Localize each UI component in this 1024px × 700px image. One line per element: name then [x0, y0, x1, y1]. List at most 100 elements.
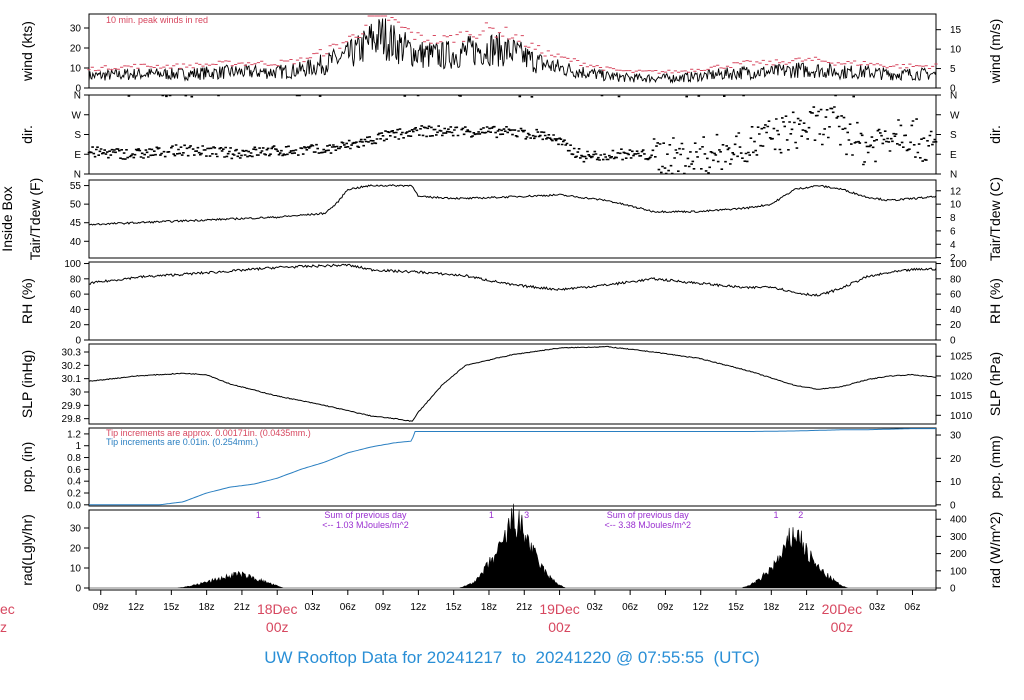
ytick-right-label-1: W [950, 110, 960, 121]
panel-frame-6 [88, 509, 937, 591]
xtick-hour-label: 03z [869, 602, 885, 613]
ytick-right-label-4: 1010 [950, 411, 973, 422]
ytick-left-label-1: E [74, 150, 81, 161]
ytick-left-label-5: 1 [75, 441, 81, 452]
ytick-left-label-3: 40 [70, 305, 82, 316]
ytick-left-label-3: 0 [75, 336, 81, 347]
xtick-hour-label: 12z [410, 602, 426, 613]
xtick-hour-label: 06z [622, 602, 638, 613]
day-hour-label-0: 00z [266, 619, 289, 635]
footer-title-part-3: 20241220 @ 07:55:55 [535, 648, 705, 667]
ytick-right-label-4: 1020 [950, 371, 973, 382]
xtick-hour-label: 12z [693, 602, 709, 613]
panel-frame-5 [88, 427, 937, 507]
radiation-note-6: <-- 3.38 MJoules/m^2 [605, 520, 692, 530]
day-hour-label-1: 00z [548, 619, 571, 635]
precip-note-approx: Tip increments are approx. 0.00171in. (0… [106, 428, 311, 438]
ytick-right-label-2: 2 [950, 253, 956, 264]
footer-title-part-1: UW Rooftop Data for 20241217 [264, 648, 503, 667]
ytick-right-label-1: S [950, 130, 957, 141]
ytick-left-label-0: 20 [70, 44, 82, 55]
radiation-note-7: 1 [774, 510, 779, 520]
ytick-right-label-0: 0 [950, 84, 956, 95]
ytick-right-label-6: 300 [950, 532, 967, 543]
ytick-right-label-3: 100 [950, 259, 967, 270]
ylabel-right-3: RH (%) [987, 278, 1003, 324]
ytick-left-label-2: 45 [70, 218, 82, 229]
relative-humidity-line [88, 263, 937, 297]
xtick-hour-label: 03z [587, 602, 603, 613]
ytick-right-label-1: N [950, 170, 957, 181]
xtick-hour-label: 21z [516, 602, 532, 613]
ytick-left-label-1: S [74, 130, 81, 141]
ylabel-left-sub-2: Inside Box [0, 186, 15, 251]
ytick-left-label-6: 20 [70, 544, 82, 555]
ytick-right-label-4: 1015 [950, 391, 973, 402]
day-label-0: 18Dec [257, 601, 297, 617]
footer-title: UW Rooftop Data for 20241217 to 20241220… [0, 648, 1024, 668]
xtick-hour-label: 18z [199, 602, 215, 613]
ytick-left-label-3: 60 [70, 290, 82, 301]
ytick-left-label-5: 0.6 [67, 465, 81, 476]
radiation-note-3: 1 [489, 510, 494, 520]
panel-frame-0 [88, 13, 937, 89]
day-label-clipped: ec [0, 601, 15, 617]
ytick-right-label-2: 6 [950, 226, 956, 237]
ytick-right-label-6: 200 [950, 549, 967, 560]
ytick-left-label-0: 0 [75, 84, 81, 95]
ytick-right-label-3: 40 [950, 305, 962, 316]
xtick-hour-label: 12z [128, 602, 144, 613]
ylabel-left-5: pcp. (in) [19, 442, 35, 493]
ytick-left-label-5: 0.2 [67, 489, 81, 500]
ytick-left-label-2: 55 [70, 181, 82, 192]
ytick-right-label-1: N [950, 91, 957, 102]
ytick-right-label-2: 8 [950, 213, 956, 224]
xtick-hour-label: 09z [375, 602, 391, 613]
ytick-left-label-0: 30 [70, 24, 82, 35]
ylabel-right-0: wind (m/s) [987, 19, 1003, 85]
ytick-left-label-3: 100 [64, 259, 81, 270]
radiation-note-4: 3 [524, 510, 529, 520]
wind-peak-marks [87, 15, 938, 74]
xtick-hour-label: 09z [93, 602, 109, 613]
ytick-left-label-4: 30.3 [62, 348, 82, 359]
precip-note-tip: Tip increments are 0.01in. (0.254mm.) [106, 437, 258, 447]
ytick-right-label-5: 10 [950, 477, 962, 488]
ylabel-left-3: RH (%) [19, 278, 35, 324]
ylabel-left-2: Tair/Tdew (F) [27, 178, 43, 260]
ylabel-left-0: wind (kts) [19, 21, 35, 82]
radiation-note-2: <-- 1.03 MJoules/m^2 [322, 520, 409, 530]
ylabel-right-6: rad (W/m^2) [987, 512, 1003, 589]
ytick-right-label-1: E [950, 150, 957, 161]
panel-frame-4 [88, 343, 937, 425]
xtick-hour-label: 15z [728, 602, 744, 613]
xtick-hour-label: 21z [234, 602, 250, 613]
ytick-right-label-3: 80 [950, 274, 962, 285]
ytick-right-label-0: 10 [950, 45, 962, 56]
ytick-right-label-6: 100 [950, 566, 967, 577]
ytick-left-label-2: 50 [70, 200, 82, 211]
sea-level-pressure-line [88, 345, 936, 422]
radiation-note-1: Sum of previous day [324, 510, 407, 520]
ytick-left-label-0: 10 [70, 64, 82, 75]
ytick-left-label-4: 30.1 [62, 374, 82, 385]
day-label-1: 19Dec [539, 601, 579, 617]
xtick-hour-label: 21z [799, 602, 815, 613]
ylabel-left-1: dir. [19, 125, 35, 144]
ytick-left-label-5: 1.2 [67, 429, 81, 440]
ytick-left-label-6: 30 [70, 524, 82, 535]
ytick-right-label-3: 60 [950, 290, 962, 301]
ytick-right-label-5: 0 [950, 500, 956, 511]
ytick-left-label-4: 29.9 [62, 401, 82, 412]
ytick-right-label-5: 30 [950, 431, 962, 442]
xtick-hour-label: 09z [657, 602, 673, 613]
ytick-right-label-2: 12 [950, 186, 962, 197]
radiation-note-8: 2 [798, 510, 803, 520]
ylabel-right-2: Tair/Tdew (C) [987, 177, 1003, 261]
xtick-hour-label: 15z [446, 602, 462, 613]
ytick-right-label-0: 15 [950, 25, 962, 36]
panel-frame-3 [88, 261, 937, 341]
day-hour-label-2: 00z [831, 619, 854, 635]
xtick-hour-label: 18z [763, 602, 779, 613]
